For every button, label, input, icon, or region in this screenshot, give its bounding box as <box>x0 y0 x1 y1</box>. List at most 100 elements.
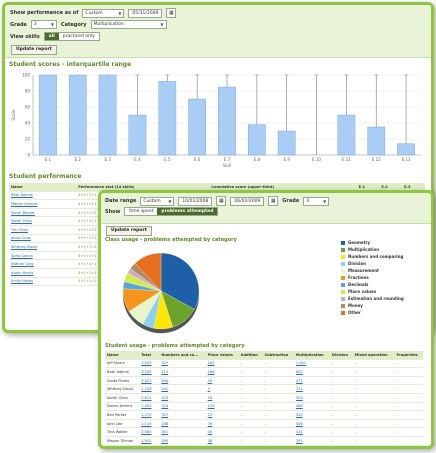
usage-cell[interactable]: 1,847 <box>139 445 160 446</box>
usage-cell[interactable]: 18 <box>205 393 239 403</box>
student-link[interactable]: Madon Alvarez <box>9 199 77 209</box>
range-bar[interactable] <box>218 86 236 156</box>
table-header[interactable]: Name <box>9 183 77 192</box>
range-bar[interactable] <box>247 124 266 156</box>
update-report-button[interactable]: Update report <box>11 45 57 55</box>
usage-cell[interactable]: 802 <box>293 367 330 377</box>
student-link[interactable]: Aaron Harris <box>9 268 77 278</box>
usage-cell[interactable]: 22 <box>205 410 239 420</box>
usage-cell[interactable]: 43 <box>205 376 239 386</box>
table-row: Violet Flores 3,022 464 43- -475- - - <box>105 376 423 386</box>
usage-header[interactable]: Division <box>329 351 353 360</box>
range-bar[interactable] <box>39 74 57 156</box>
range-bar[interactable] <box>397 143 415 156</box>
usage-header[interactable]: Numbers and co... <box>159 351 206 360</box>
student-link[interactable]: Sofia Garcia <box>9 251 77 261</box>
student-link[interactable]: Sarah Becker <box>9 208 77 218</box>
category-select[interactable]: Multiplication ▼ <box>90 20 167 29</box>
usage-cell[interactable]: 2,432 <box>139 402 160 412</box>
usage-cell[interactable]: 1,922 <box>139 436 160 446</box>
usage-cell[interactable]: 125 <box>205 402 239 412</box>
usage-cell[interactable]: 413 <box>159 367 206 377</box>
range-bar[interactable] <box>98 74 117 156</box>
usage-cell[interactable]: 76 <box>205 419 239 429</box>
usage-cell[interactable]: 527 <box>159 359 206 369</box>
usage-cell[interactable]: 301 <box>159 427 206 437</box>
usage-cell[interactable]: 355 <box>293 436 330 446</box>
student-link[interactable]: Jacob Cook <box>9 234 77 244</box>
date-input[interactable]: 05/31/2009 <box>128 8 163 18</box>
usage-cell[interactable]: 503 <box>293 393 330 403</box>
usage-cell[interactable]: 475 <box>293 376 330 386</box>
view-all-option[interactable]: all <box>44 33 59 40</box>
student-link[interactable]: Tim Chen <box>9 225 77 235</box>
x-tick-label: E.10 <box>312 157 321 162</box>
usage-cell[interactable]: 3,022 <box>139 376 160 386</box>
usage-cell[interactable]: 2,080 <box>139 427 160 437</box>
usage-cell[interactable]: 324 <box>159 402 206 412</box>
range-bar[interactable] <box>367 126 386 156</box>
usage-header[interactable]: Place values <box>205 351 239 360</box>
student-link[interactable]: Whitney Davis <box>9 242 77 252</box>
usage-cell[interactable]: 38 <box>205 436 239 446</box>
usage-cell[interactable]: 1,041 <box>293 359 330 369</box>
usage-header[interactable]: Addition <box>238 351 263 360</box>
grade-select[interactable]: 3 ▼ <box>30 20 57 29</box>
show-problems-option[interactable]: problems attempted <box>157 208 218 215</box>
usage-header[interactable]: Multiplication <box>293 351 330 360</box>
usage-header[interactable]: Name <box>105 351 140 360</box>
student-link[interactable]: Emily Hayes <box>9 277 77 287</box>
usage-cell[interactable]: 311 <box>293 427 330 437</box>
usage-cell[interactable]: 263 <box>159 445 206 446</box>
usage-header[interactable]: Subtraction <box>262 351 294 360</box>
student-link[interactable]: Beth Adams <box>9 191 77 201</box>
usage-cell[interactable]: 3,205 <box>139 367 160 377</box>
pie-slice[interactable] <box>160 252 200 310</box>
calendar-icon[interactable]: ▦ <box>166 8 177 18</box>
date-to-input[interactable]: 06/02/2009 <box>230 196 265 206</box>
usage-cell[interactable]: 188 <box>205 367 239 377</box>
calendar-to-icon[interactable]: ▦ <box>268 196 279 206</box>
date-from-input[interactable]: 10/01/2008 <box>178 196 213 206</box>
usage-cell[interactable]: 2,729 <box>139 384 160 394</box>
range-bar[interactable] <box>158 81 177 156</box>
usage-cell[interactable]: 408 <box>293 419 330 429</box>
range-bar[interactable] <box>277 130 296 156</box>
usage-cell[interactable]: 2,115 <box>139 419 160 429</box>
show-time-option[interactable]: time spent <box>125 208 158 215</box>
student-link[interactable]: Nathan Gray <box>9 259 77 269</box>
usage-header[interactable]: Mixed operation <box>352 351 395 360</box>
usage-cell[interactable]: 341 <box>159 384 206 394</box>
usage-cell: - <box>262 445 294 446</box>
front-grade-select[interactable]: 3 ▼ <box>303 196 330 206</box>
student-link[interactable]: Sarah Chan <box>9 216 77 226</box>
usage-cell[interactable]: 466 <box>293 402 330 412</box>
range-bar[interactable] <box>68 74 87 156</box>
usage-cell[interactable]: 330 <box>293 410 330 420</box>
calendar-from-icon[interactable]: ▦ <box>216 196 227 206</box>
range-bar[interactable] <box>337 114 356 156</box>
usage-cell[interactable]: 307 <box>159 410 206 420</box>
usage-cell[interactable]: 183 <box>205 359 239 369</box>
usage-cell[interactable]: 721 <box>293 384 330 394</box>
date-mode-select[interactable]: Custom ▼ <box>140 196 175 206</box>
range-bar[interactable] <box>188 98 207 156</box>
front-update-report-button[interactable]: Update report <box>106 226 152 236</box>
view-practiced-option[interactable]: practiced only <box>58 33 99 40</box>
usage-cell[interactable]: 29 <box>205 445 239 446</box>
usage-cell[interactable]: 403 <box>159 393 206 403</box>
usage-cell[interactable]: 2,270 <box>139 410 160 420</box>
range-bar[interactable] <box>128 114 147 156</box>
usage-cell[interactable]: 206 <box>293 445 330 446</box>
usage-cell[interactable]: 40 <box>205 427 239 437</box>
usage-cell[interactable]: 2,612 <box>139 393 160 403</box>
usage-header[interactable]: Properties <box>394 351 423 360</box>
usage-cell[interactable]: 5 <box>205 384 239 394</box>
usage-header[interactable]: Total <box>139 351 160 360</box>
pie-slice[interactable] <box>134 252 162 292</box>
mode-select[interactable]: Custom ▼ <box>82 8 125 18</box>
usage-cell[interactable]: 3,515 <box>139 359 160 369</box>
usage-cell[interactable]: 288 <box>159 419 206 429</box>
usage-cell[interactable]: 464 <box>159 376 206 386</box>
usage-cell[interactable]: 285 <box>159 436 206 446</box>
